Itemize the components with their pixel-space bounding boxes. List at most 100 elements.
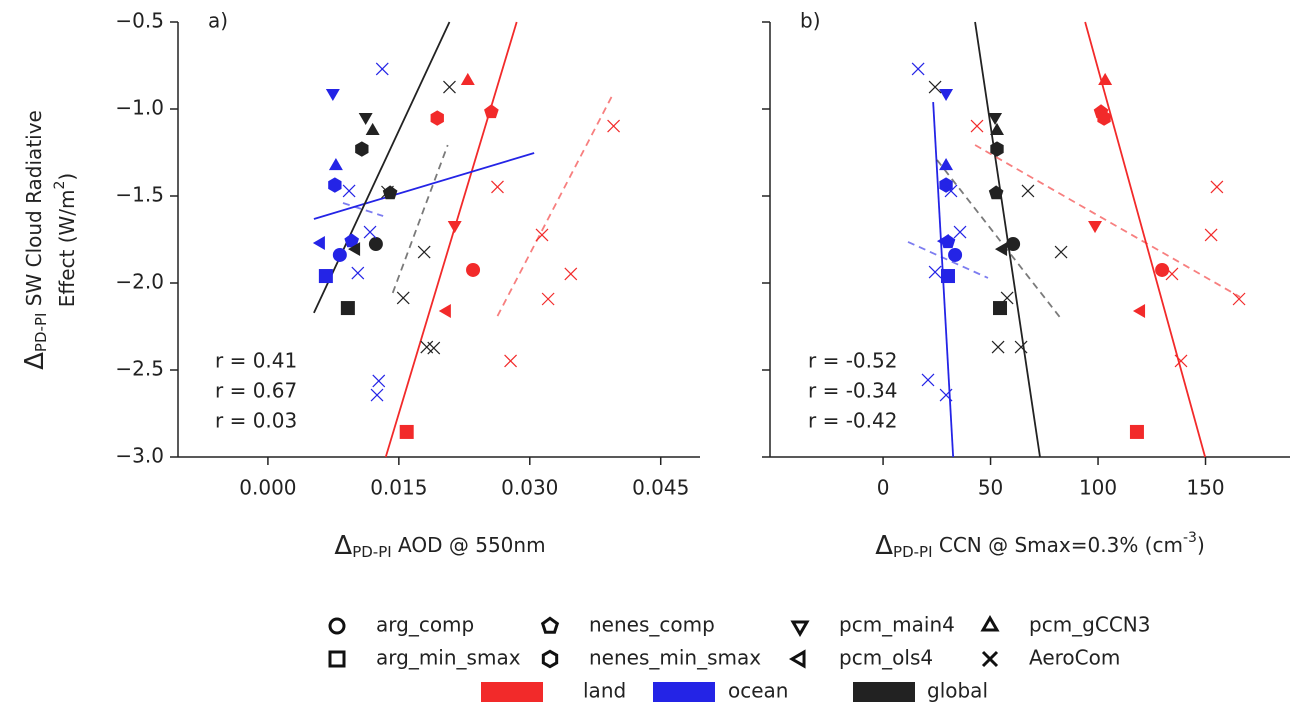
correlation-label: r = 0.41 [215, 349, 297, 373]
y-tick-label: −1.5 [115, 183, 164, 207]
regression-line [384, 21, 518, 458]
point [1210, 180, 1224, 194]
legend-marker [328, 650, 346, 668]
point [363, 225, 377, 239]
subscript: PD-PI [893, 543, 932, 561]
label-text: CCN @ Smax=0.3% (cm [933, 533, 1183, 557]
x-tick-label: 0.045 [632, 476, 689, 500]
legend-label: pcm_gCCN3 [1029, 613, 1150, 637]
legend-marker [788, 649, 806, 669]
correlation-label: r = 0.67 [215, 379, 297, 403]
point [375, 62, 389, 76]
regression-line [391, 144, 449, 294]
legend-marker [981, 650, 999, 668]
point [1204, 228, 1218, 242]
legend-swatch [653, 682, 715, 702]
legend-label: pcm_main4 [839, 613, 955, 637]
x-axis-label: ΔPD-PI AOD @ 550nm [334, 531, 545, 561]
label-text: AOD @ 550nm [392, 533, 546, 557]
y-axis-label-2: Effect (W/m2) [52, 173, 79, 307]
x-tick-label: 0.000 [239, 476, 296, 500]
legend-label: arg_min_smax [376, 646, 521, 670]
point [1165, 267, 1179, 281]
regression-line [313, 21, 451, 314]
point [365, 122, 380, 135]
point [991, 340, 1005, 354]
y-axis-label: ΔPD-PI SW Cloud Radiative [20, 110, 50, 370]
point [460, 72, 475, 86]
point [1014, 340, 1028, 354]
point [1097, 110, 1111, 126]
legend-swatch [481, 682, 543, 702]
point [939, 388, 953, 402]
x-tick-label: 50 [978, 476, 1003, 500]
point [1098, 72, 1113, 86]
subscript: PD-PI [32, 313, 50, 352]
delta: Δ [334, 531, 352, 561]
point [948, 247, 963, 262]
point [368, 237, 383, 252]
point [940, 269, 955, 284]
delta: Δ [20, 352, 50, 370]
point [340, 301, 355, 316]
legend-label: global [927, 679, 988, 703]
point [1088, 221, 1102, 234]
point [438, 304, 451, 318]
correlation-label: r = -0.42 [808, 409, 897, 433]
point [994, 242, 1008, 257]
label-end: ) [1197, 533, 1205, 557]
point [1232, 292, 1246, 306]
panel-label: a) [208, 9, 228, 33]
point [988, 112, 1003, 126]
point [466, 262, 481, 277]
point [1132, 304, 1146, 318]
point [430, 110, 444, 126]
point [988, 185, 1004, 200]
point [484, 104, 499, 119]
point [928, 80, 942, 94]
legend-label: ocean [728, 679, 788, 703]
panel-label: b) [800, 9, 821, 33]
point [417, 245, 431, 259]
legend-label: AeroCom [1029, 646, 1120, 670]
legend-label: pcm_ols4 [839, 646, 933, 670]
legend-label: nenes_min_smax [589, 646, 761, 670]
legend-label: nenes_comp [589, 613, 715, 637]
regression-line [313, 152, 535, 220]
point [396, 291, 410, 305]
legend-marker [328, 617, 346, 635]
label-text: Effect (W/m [55, 190, 79, 308]
point [504, 354, 518, 368]
point [970, 119, 984, 133]
y-tick-label: −2.0 [115, 270, 164, 294]
label-end: ) [55, 173, 79, 181]
point [399, 424, 414, 439]
point [928, 265, 942, 279]
point [936, 234, 950, 249]
point [1021, 184, 1035, 198]
legend-marker [541, 649, 559, 669]
regression-line [907, 241, 989, 279]
x-tick-label: 100 [1079, 476, 1117, 500]
point [1129, 424, 1144, 439]
point [990, 122, 1004, 135]
delta: Δ [875, 531, 893, 561]
legend-marker [540, 616, 560, 634]
point [312, 236, 325, 250]
point [355, 141, 369, 157]
point [607, 119, 621, 133]
point [348, 242, 361, 257]
point [342, 184, 356, 198]
point [328, 177, 342, 193]
point [328, 158, 343, 171]
legend-marker [790, 620, 810, 638]
point [1155, 262, 1170, 277]
point [370, 388, 384, 402]
point [939, 158, 954, 171]
point [1006, 237, 1021, 252]
y-tick-label: −1.0 [115, 96, 164, 120]
point [358, 112, 373, 126]
point [447, 221, 462, 234]
